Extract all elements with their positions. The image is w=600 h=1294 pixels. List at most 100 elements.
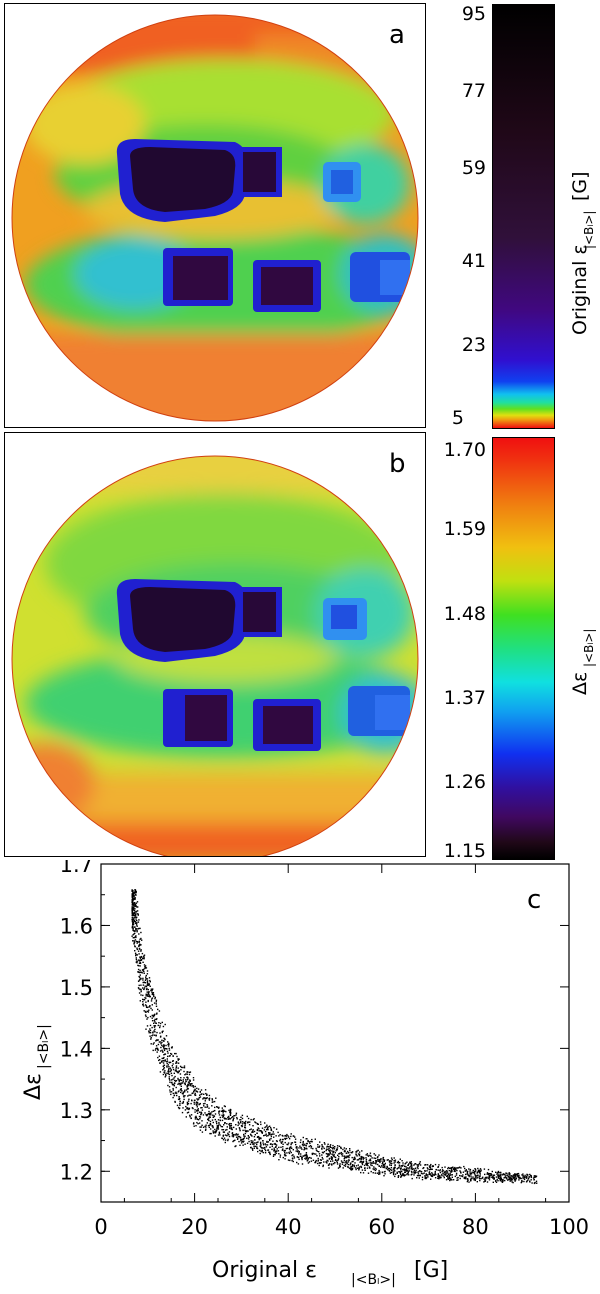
scatter-point [349, 1164, 351, 1166]
scatter-point [132, 918, 135, 920]
scatter-point [390, 1160, 393, 1162]
scatter-point [131, 918, 133, 920]
scatter-point [205, 1128, 207, 1130]
scatter-point [462, 1174, 464, 1176]
scatter-point [339, 1163, 341, 1165]
scatter-point [294, 1138, 297, 1140]
scatter-point [144, 997, 146, 999]
scatter-point [468, 1174, 471, 1176]
scatter-point [149, 979, 151, 982]
scatter-point [311, 1153, 314, 1156]
scatter-point [358, 1168, 360, 1170]
scatter-point [175, 1052, 177, 1055]
scatter-point [154, 1021, 156, 1023]
scatter-point [217, 1134, 220, 1136]
scatter-point [499, 1174, 502, 1176]
scatter-point [195, 1116, 198, 1119]
scatter-point [267, 1128, 269, 1131]
scatter-point [227, 1116, 229, 1119]
y-tick-label: 1.2 [60, 1160, 93, 1184]
scatter-point [432, 1174, 435, 1176]
scatter-point [238, 1123, 240, 1125]
scatter-point [373, 1153, 375, 1155]
scatter-point [143, 956, 145, 958]
scatter-point [265, 1133, 267, 1135]
scatter-point [444, 1174, 447, 1176]
scatter-point [138, 984, 140, 987]
scatter-point [469, 1168, 472, 1171]
scatter-point [182, 1066, 184, 1069]
scatter-point [449, 1172, 451, 1175]
scatter-point [252, 1131, 254, 1133]
scatter-point [428, 1171, 431, 1173]
scatter-point [132, 928, 134, 930]
scatter-point [525, 1181, 528, 1183]
scatter-point [211, 1099, 214, 1101]
scatter-point [347, 1166, 349, 1168]
scatter-point [177, 1062, 180, 1064]
scatter-point [417, 1171, 419, 1173]
scatter-point [505, 1175, 507, 1177]
scatter-point [317, 1160, 319, 1162]
x-tick-label: 0 [94, 1215, 107, 1239]
scatter-point [135, 910, 137, 913]
scatter-point [236, 1118, 238, 1120]
scatter-point [414, 1163, 416, 1165]
scatter-point [156, 1031, 158, 1034]
scatter-point [492, 1174, 494, 1176]
scatter-point [221, 1110, 223, 1112]
scatter-point [134, 916, 137, 918]
scatter-point [510, 1176, 512, 1178]
scatter-point [265, 1144, 267, 1146]
scatter-point [161, 1031, 163, 1034]
scatter-point [378, 1160, 380, 1162]
scatter-point [428, 1172, 430, 1174]
scatter-point [380, 1166, 382, 1168]
scatter-point [189, 1084, 191, 1086]
scatter-point [240, 1125, 243, 1127]
scatter-point [397, 1175, 400, 1177]
scatter-point [204, 1129, 207, 1131]
scatter-point [323, 1142, 326, 1144]
scatter-point [165, 1035, 168, 1037]
scatter-point [424, 1164, 426, 1166]
scatter-point [294, 1136, 296, 1138]
scatter-point [206, 1122, 208, 1124]
scatter-point [260, 1144, 262, 1146]
scatter-point [305, 1157, 308, 1160]
scatter-point [321, 1151, 324, 1154]
scatter-point [179, 1084, 181, 1086]
scatter-point [177, 1067, 179, 1069]
scatter-point [181, 1111, 184, 1114]
scatter-point [516, 1173, 519, 1175]
scatter-point [509, 1178, 511, 1180]
scatter-point [160, 1046, 162, 1049]
scatter-point [510, 1180, 512, 1182]
scatter-point [203, 1093, 205, 1095]
scatter-point [162, 1025, 165, 1028]
scatter-point [367, 1172, 370, 1174]
scatter-point [152, 988, 154, 990]
scatter-point [297, 1156, 300, 1159]
scatter-point [166, 1065, 168, 1067]
scatter-point [182, 1107, 184, 1109]
scatter-point [401, 1160, 403, 1162]
scatter-point [244, 1125, 246, 1127]
scatter-point [309, 1156, 311, 1159]
scatter-point [148, 991, 150, 993]
scatter-point [267, 1126, 269, 1128]
scatter-point [505, 1172, 507, 1174]
scatter-point [437, 1177, 439, 1179]
scatter-point [305, 1154, 307, 1156]
scatter-point [303, 1149, 305, 1151]
scatter-point [149, 1015, 152, 1018]
scatter-point [342, 1148, 344, 1151]
scatter-point [418, 1163, 420, 1166]
scatter-point [134, 939, 137, 941]
scatter-point [347, 1159, 350, 1161]
scatter-point [155, 1005, 158, 1007]
scatter-point [345, 1152, 348, 1154]
scatter-point [387, 1169, 389, 1171]
scatter-point [397, 1176, 399, 1178]
scatter-point [396, 1172, 398, 1174]
